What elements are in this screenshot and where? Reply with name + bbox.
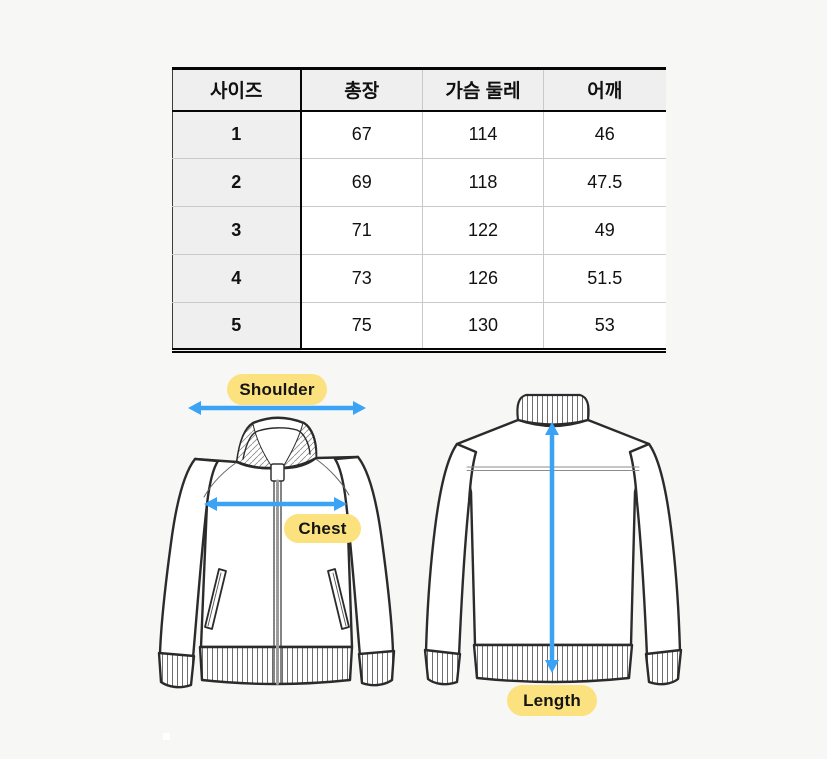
length-label: Length	[507, 685, 597, 716]
chest-cell: 130	[422, 302, 544, 351]
column-header-length: 총장	[300, 68, 423, 112]
front-jacket-seam-right	[312, 456, 350, 496]
size-cell: 2	[172, 158, 302, 207]
chest-cell: 114	[422, 110, 544, 159]
front-jacket	[157, 416, 396, 689]
back-jacket-left-cuff	[423, 648, 462, 686]
front-jacket-left-cuff	[157, 651, 196, 689]
shoulder-cell: 49	[543, 206, 666, 255]
front-jacket-zipper	[270, 463, 285, 686]
length-cell: 71	[300, 206, 423, 255]
shoulder-cell: 51.5	[543, 254, 666, 303]
artifact-dot	[163, 733, 170, 740]
shoulder-label: Shoulder	[227, 374, 327, 405]
size-table: 사이즈 총장 가슴 둘레 어깨 1 67 114 46 2 69 118 47.…	[172, 67, 666, 353]
chest-cell: 126	[422, 254, 544, 303]
arrowhead-right	[353, 401, 366, 415]
size-cell: 4	[172, 254, 302, 303]
shoulder-cell: 47.5	[543, 158, 666, 207]
front-jacket-pockets	[204, 568, 350, 630]
arrowhead-left	[188, 401, 201, 415]
back-jacket-left-sleeve	[424, 442, 478, 658]
column-header-chest: 가슴 둘레	[422, 68, 544, 112]
column-header-shoulder: 어깨	[543, 68, 666, 112]
table-header-row: 사이즈 총장 가슴 둘레 어깨	[172, 68, 666, 112]
chest-arrow	[204, 497, 347, 511]
length-arrow	[545, 422, 559, 673]
arrowhead-right	[334, 497, 347, 511]
back-jacket-right-sleeve	[628, 442, 682, 658]
length-cell: 73	[300, 254, 423, 303]
front-jacket-collar	[235, 416, 318, 470]
table-row: 2 69 118 47.5	[172, 158, 666, 207]
measurement-diagram	[157, 393, 683, 689]
back-jacket-collar	[516, 393, 590, 428]
length-cell: 69	[300, 158, 423, 207]
length-cell: 67	[300, 110, 423, 159]
shoulder-cell: 53	[543, 302, 666, 351]
arrowhead-bottom	[545, 660, 559, 673]
size-cell: 5	[172, 302, 302, 351]
size-cell: 3	[172, 206, 302, 255]
table-row: 5 75 130 53	[172, 302, 666, 351]
table-row: 4 73 126 51.5	[172, 254, 666, 303]
chest-cell: 122	[422, 206, 544, 255]
column-header-size: 사이즈	[172, 68, 302, 112]
table-row: 3 71 122 49	[172, 206, 666, 255]
shoulder-cell: 46	[543, 110, 666, 159]
shoulder-arrow	[188, 401, 366, 415]
arrowhead-left	[204, 497, 217, 511]
back-jacket-right-cuff	[644, 648, 683, 686]
table-row: 1 67 114 46	[172, 110, 666, 159]
chest-cell: 118	[422, 158, 544, 207]
front-jacket-right-cuff	[357, 649, 396, 687]
length-cell: 75	[300, 302, 423, 351]
arrowhead-top	[545, 422, 559, 435]
chest-label: Chest	[284, 514, 361, 543]
size-cell: 1	[172, 110, 302, 159]
